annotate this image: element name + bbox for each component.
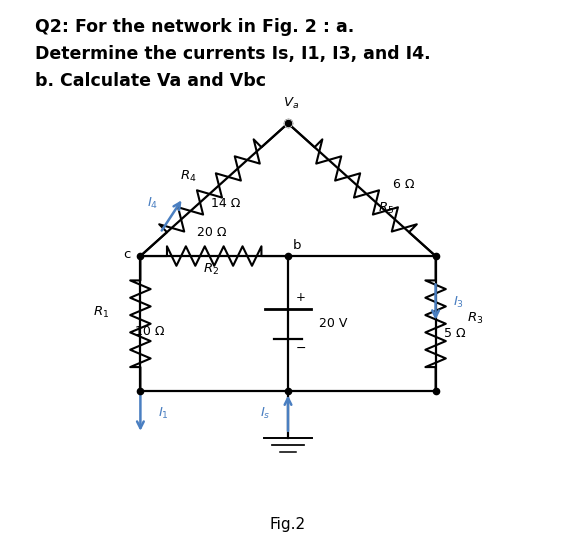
Text: $R_2$: $R_2$: [203, 261, 219, 277]
Text: $I_4$: $I_4$: [147, 196, 158, 212]
Text: $V_a$: $V_a$: [283, 96, 299, 112]
Text: $R_1$: $R_1$: [93, 305, 109, 321]
Text: Fig.2: Fig.2: [270, 518, 306, 532]
Text: 20 V: 20 V: [319, 317, 347, 330]
Text: b: b: [293, 239, 301, 252]
Text: 6 Ω: 6 Ω: [393, 178, 415, 191]
Text: −: −: [296, 342, 306, 355]
Text: $R_3$: $R_3$: [467, 311, 483, 326]
Text: 20 Ω: 20 Ω: [196, 226, 226, 239]
Text: +: +: [296, 292, 306, 304]
Text: 14 Ω: 14 Ω: [211, 197, 241, 210]
Text: b. Calculate Va and Vbc: b. Calculate Va and Vbc: [35, 72, 266, 90]
Text: $I_s$: $I_s$: [260, 405, 271, 421]
Text: 5 Ω: 5 Ω: [444, 327, 466, 340]
Text: $I_1$: $I_1$: [158, 405, 169, 421]
Text: $R_5$: $R_5$: [378, 201, 394, 216]
Text: $I_3$: $I_3$: [453, 295, 464, 310]
Text: $R_4$: $R_4$: [180, 169, 197, 184]
Text: c: c: [123, 248, 130, 261]
Text: Determine the currents Is, I1, I3, and I4.: Determine the currents Is, I1, I3, and I…: [35, 45, 431, 63]
Text: Q2: For the network in Fig. 2 : a.: Q2: For the network in Fig. 2 : a.: [35, 18, 355, 36]
Text: 10 Ω: 10 Ω: [135, 326, 164, 338]
